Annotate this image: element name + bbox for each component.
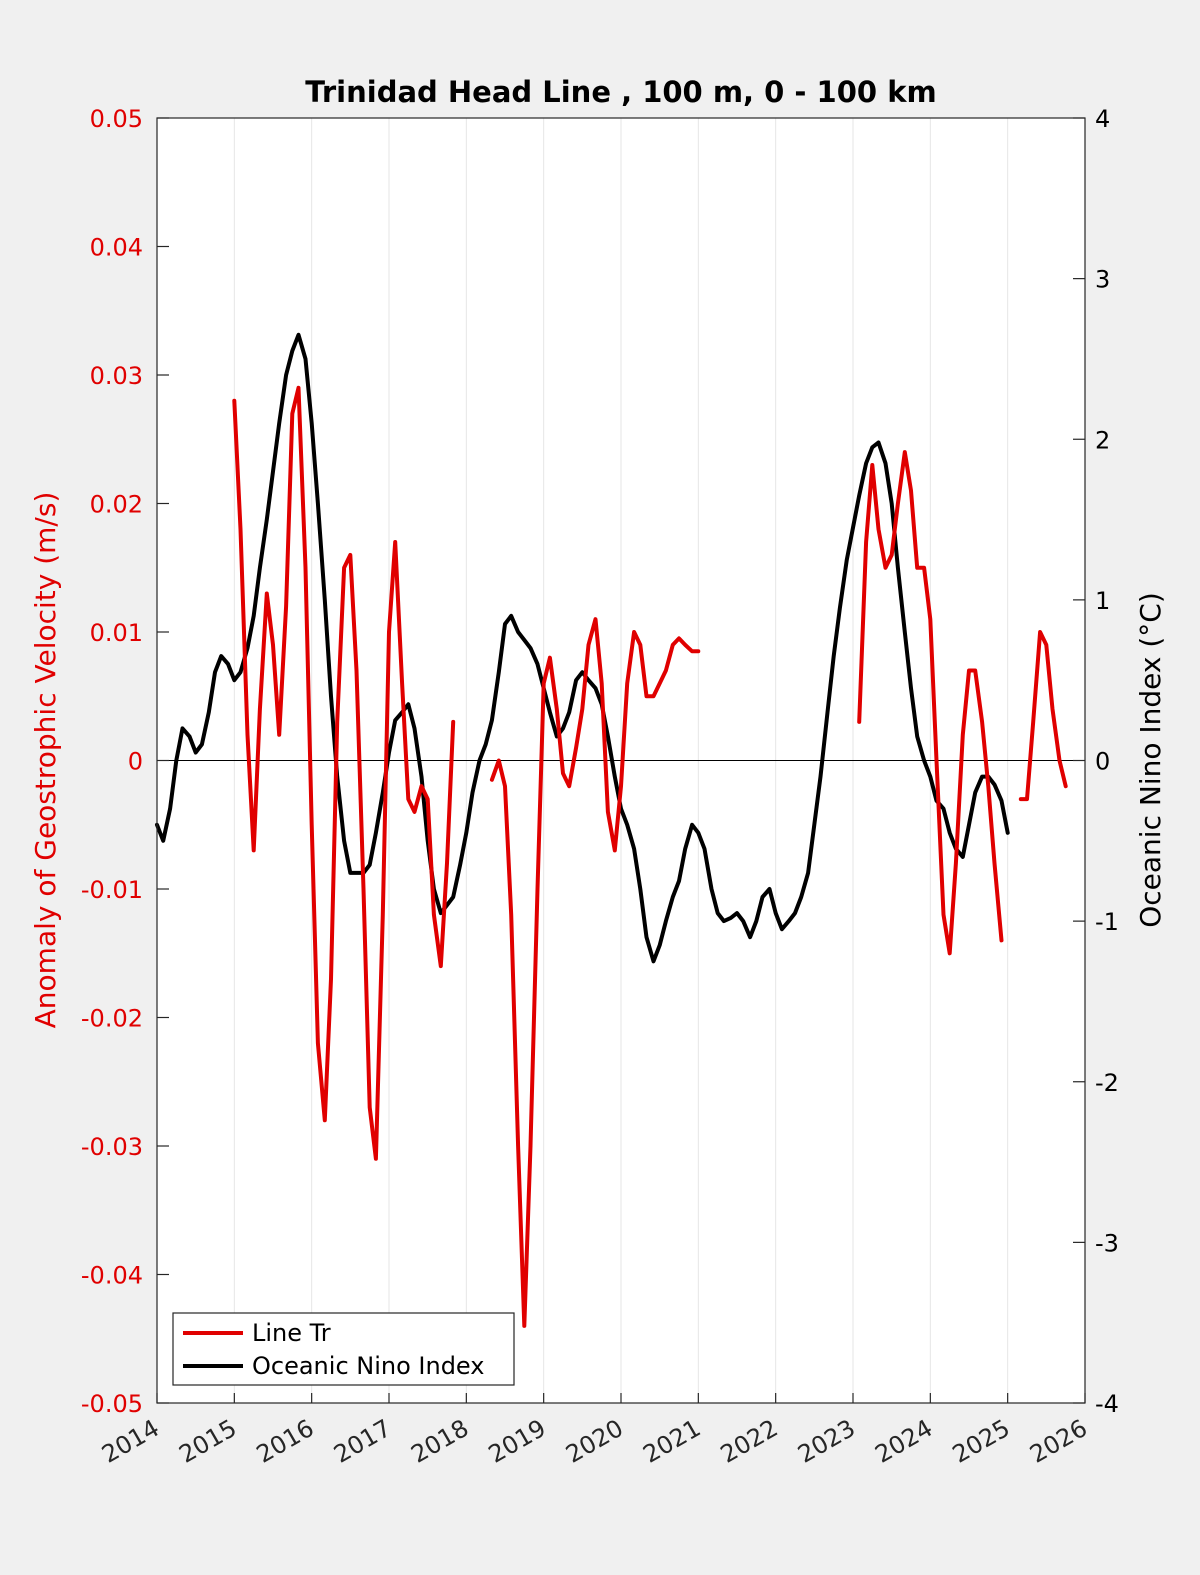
left-tick-label: 0.04 — [90, 234, 143, 262]
x-tick-label: 2015 — [174, 1414, 241, 1469]
legend-box — [172, 1312, 515, 1386]
left-tick-label: 0 — [128, 748, 143, 776]
series-line-tr-segment-1 — [489, 617, 701, 1328]
series-line-tr-segment-3 — [1018, 630, 1068, 802]
x-tick-label: 2014 — [97, 1414, 164, 1469]
legend-label-oni: Oceanic Nino Index — [252, 1352, 484, 1380]
right-tick-label: 0 — [1095, 748, 1110, 776]
left-tick-label: -0.05 — [81, 1390, 143, 1418]
left-tick-label: -0.03 — [81, 1133, 143, 1161]
legend: Line Tr Oceanic Nino Index — [172, 1312, 515, 1386]
left-tick-label: 0.01 — [90, 619, 143, 647]
right-tick-label: -1 — [1095, 908, 1119, 936]
x-tick-label: 2019 — [484, 1414, 551, 1469]
left-tick-label: -0.01 — [81, 876, 143, 904]
left-tick-label: 0.05 — [90, 105, 143, 133]
left-tick-label: 0.03 — [90, 362, 143, 390]
x-tick-label: 2026 — [1025, 1414, 1092, 1469]
series-line-tr-segment-2 — [857, 450, 1004, 956]
series-line-tr-segment-0 — [232, 385, 456, 1161]
right-tick-label: 2 — [1095, 426, 1110, 454]
x-tick-label: 2022 — [716, 1414, 783, 1469]
right-tick-label: 4 — [1095, 105, 1110, 133]
left-tick-label: -0.04 — [81, 1262, 143, 1290]
x-tick-label: 2025 — [948, 1414, 1015, 1469]
left-tick-label: -0.02 — [81, 1005, 143, 1033]
x-tick-label: 2021 — [638, 1414, 705, 1469]
x-tick-label: 2024 — [870, 1414, 937, 1469]
legend-label-line-tr: Line Tr — [252, 1319, 331, 1347]
x-axis-ticks: 2014 2015 2016 2017 2018 2019 2020 2021 2022 2023… — [97, 1393, 1092, 1469]
left-tick-label: 0.02 — [90, 491, 143, 519]
left-axis-label: Anomaly of Geostrophic Velocity (m/s) — [29, 492, 62, 1029]
left-axis-ticks: 0.05 0.04 0.03 0.02 0.01 0 -0.01 -0.02 -0.03 -0.0… — [81, 105, 169, 1418]
x-tick-label: 2020 — [561, 1414, 628, 1469]
chart-title: Trinidad Head Line , 100 m, 0 - 100 km — [305, 75, 936, 109]
series-layer — [155, 332, 1068, 1328]
right-tick-label: -4 — [1095, 1390, 1119, 1418]
x-tick-label: 2016 — [252, 1414, 319, 1469]
series-oni-segment-0 — [155, 332, 1010, 964]
right-tick-label: 1 — [1095, 587, 1110, 615]
right-axis-label: Oceanic Nino Index (°C) — [1134, 592, 1167, 928]
x-tick-label: 2017 — [329, 1414, 396, 1469]
right-tick-label: 3 — [1095, 266, 1110, 294]
right-axis-ticks: 4 3 2 1 0 -1 -2 -3 -4 — [1073, 105, 1119, 1418]
x-tick-label: 2018 — [406, 1414, 473, 1469]
right-tick-label: -3 — [1095, 1229, 1119, 1257]
x-tick-label: 2023 — [793, 1414, 860, 1469]
right-tick-label: -2 — [1095, 1069, 1119, 1097]
